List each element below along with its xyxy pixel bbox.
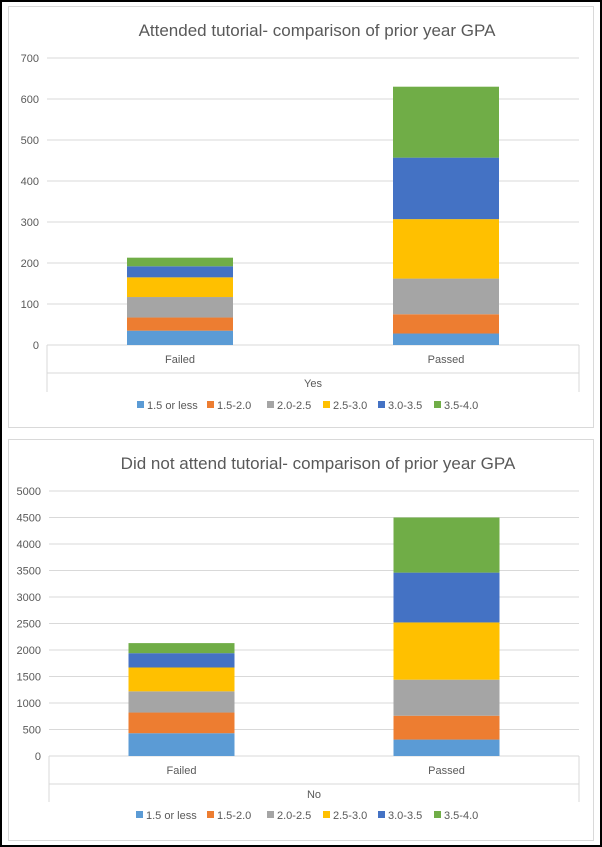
legend-label: 2.5-3.0 [333,810,367,822]
bar-segment [393,517,500,573]
y-tick-label: 2000 [17,645,41,657]
bar-segment [393,86,499,158]
bar-segment [393,333,499,345]
bar-segment [127,266,233,278]
y-tick-label: 0 [35,751,41,763]
x-category-label: Passed [428,765,465,777]
legend-label: 3.5-4.0 [444,810,478,822]
y-tick-label: 400 [21,176,39,188]
chart-attended: Attended tutorial- comparison of prior y… [21,21,580,412]
legend-swatch [207,401,214,408]
legend-label: 3.0-3.5 [388,810,422,822]
legend-swatch [323,811,330,818]
y-tick-label: 0 [33,340,39,352]
bar-segment [128,733,235,756]
y-tick-label: 700 [21,53,39,65]
bar-segment [393,622,500,680]
y-tick-label: 500 [21,135,39,147]
x-category-label: Failed [165,354,195,366]
chart-panel-attended: Attended tutorial- comparison of prior y… [8,6,594,428]
bar-segment [393,314,499,334]
legend-swatch [207,811,214,818]
x-category-label: Failed [167,765,197,777]
legend-swatch [137,401,144,408]
y-tick-label: 500 [23,725,41,737]
y-tick-label: 600 [21,94,39,106]
bar-segment [127,297,233,318]
legend-swatch [267,401,274,408]
bar-segment [127,330,233,345]
chart-title: Did not attend tutorial- comparison of p… [121,454,516,473]
chart-panel-not-attended: Did not attend tutorial- comparison of p… [8,439,594,841]
y-tick-label: 300 [21,217,39,229]
bar-segment [127,257,233,267]
bar-segment [393,679,500,716]
chart-title: Attended tutorial- comparison of prior y… [139,21,497,40]
bar-segment [393,278,499,315]
legend-label: 1.5-2.0 [217,400,251,412]
legend-label: 1.5-2.0 [217,810,251,822]
bar-segment [128,653,235,668]
bar-segment [393,219,499,279]
x-category-label: Passed [428,354,465,366]
legend-swatch [378,811,385,818]
bar-segment [393,715,500,740]
legend-label: 2.0-2.5 [277,810,311,822]
y-tick-label: 100 [21,299,39,311]
legend-label: 1.5 or less [147,400,198,412]
legend-label: 2.5-3.0 [333,400,367,412]
y-tick-label: 200 [21,258,39,270]
legend-label: 3.5-4.0 [444,400,478,412]
y-tick-label: 3000 [17,592,41,604]
legend-label: 2.0-2.5 [277,400,311,412]
legend-swatch [267,811,274,818]
y-tick-label: 1500 [17,672,41,684]
y-tick-label: 5000 [17,486,41,498]
y-tick-label: 3500 [17,566,41,578]
legend-label: 1.5 or less [146,810,197,822]
y-tick-label: 4500 [17,513,41,525]
legend-swatch [434,811,441,818]
bar-segment [127,277,233,298]
legend-swatch [323,401,330,408]
bar-segment [393,739,500,756]
y-tick-label: 1000 [17,698,41,710]
bar-segment [393,572,500,623]
legend-label: 3.0-3.5 [388,400,422,412]
x-group-label: Yes [304,378,322,390]
x-group-label: No [307,789,321,801]
bar-segment [128,712,235,734]
y-tick-label: 2500 [17,619,41,631]
chart-not-attended: Did not attend tutorial- comparison of p… [17,454,580,822]
bar-segment [128,691,235,713]
bar-segment [127,317,233,331]
legend-swatch [136,811,143,818]
bar-segment [128,643,235,654]
bar-segment [393,157,499,220]
y-tick-label: 4000 [17,539,41,551]
legend-swatch [434,401,441,408]
legend-swatch [378,401,385,408]
bar-segment [128,667,235,692]
